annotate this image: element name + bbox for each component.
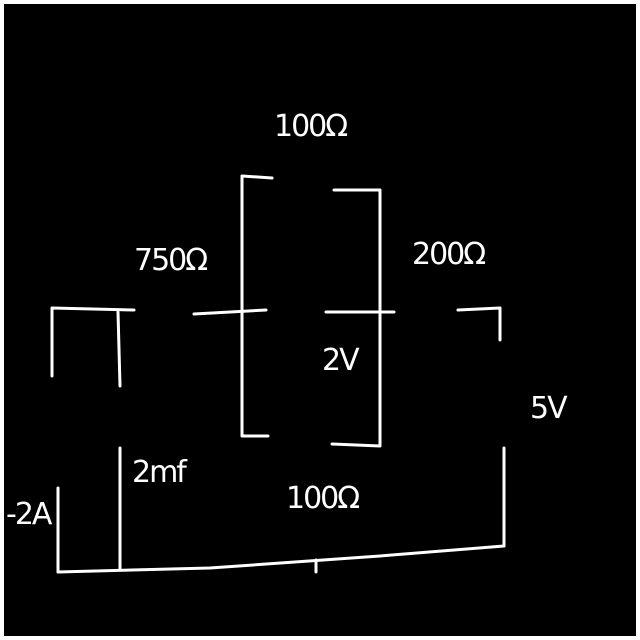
bracket-right xyxy=(330,188,382,448)
wire-right-top xyxy=(456,306,502,342)
label-capacitor: 2mf xyxy=(132,455,187,490)
label-top-resistor: 100Ω xyxy=(274,109,348,144)
label-bottom-resistor: 100Ω xyxy=(286,481,360,516)
label-right-voltage: 5V xyxy=(530,391,568,426)
wire-750-link xyxy=(192,308,268,316)
wire-left-top-stub xyxy=(50,306,136,378)
label-inner-voltage: 2V xyxy=(322,343,360,378)
wire-bottom-rail xyxy=(56,544,506,574)
bracket-left xyxy=(240,174,274,438)
label-left-resistor: 750Ω xyxy=(134,243,208,278)
wire-left-vertical-upper xyxy=(116,310,122,388)
label-right-resistor: 200Ω xyxy=(412,237,486,272)
label-current-source: -2A xyxy=(6,497,52,532)
